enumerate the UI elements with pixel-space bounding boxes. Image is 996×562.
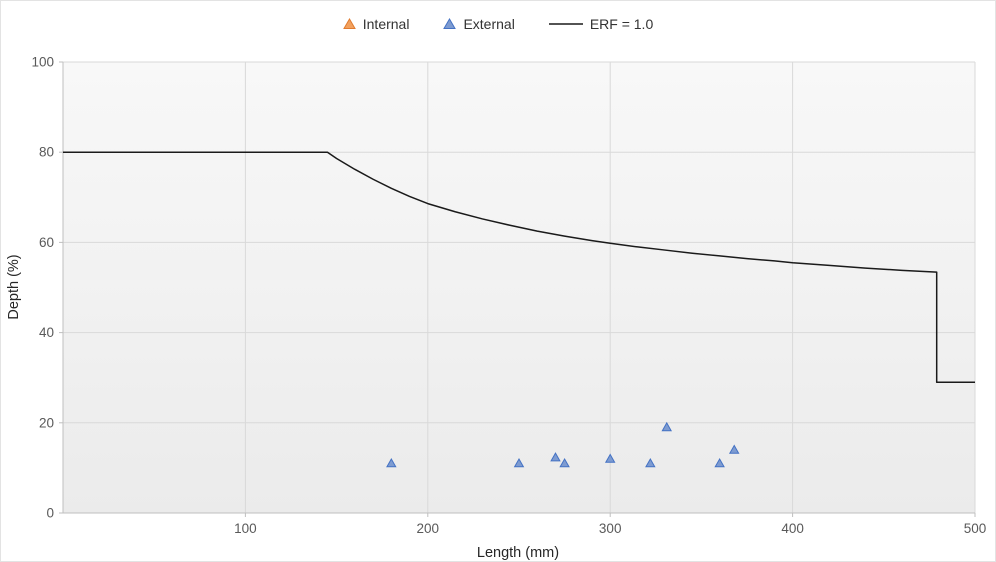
x-tick-label: 300: [599, 521, 622, 536]
y-tick-label: 100: [31, 55, 54, 70]
x-tick-label: 100: [234, 521, 257, 536]
data-point-marker: [714, 457, 725, 468]
data-point-marker: [550, 452, 561, 462]
x-axis-title: Length (mm): [477, 545, 559, 561]
data-point-marker: [513, 457, 525, 468]
y-tick-label: 20: [39, 415, 54, 430]
legend-item-internal: Internal: [342, 16, 410, 32]
plot-area: 100 200 300 400 500 0 20 40 60 80 100: [31, 55, 986, 537]
data-point-marker: [728, 444, 740, 454]
y-tick-label: 60: [39, 235, 54, 250]
gridlines: [63, 61, 976, 513]
internal-triangle-icon: [342, 18, 356, 29]
erf-line-icon: [548, 23, 583, 25]
data-point-marker: [661, 421, 673, 432]
data-point-marker: [559, 457, 570, 468]
x-tick-label: 200: [417, 521, 440, 536]
legend-label-internal: Internal: [362, 16, 410, 32]
legend-label-erf: ERF = 1.0: [589, 16, 654, 32]
legend-label-external: External: [463, 16, 515, 32]
x-tick-label: 500: [964, 521, 987, 536]
legend-item-erf: ERF = 1.0: [548, 16, 654, 32]
legend: Internal External ERF = 1.0: [1, 1, 995, 41]
tick-labels: 100 200 300 400 500 0 20 40 60 80 100: [31, 55, 986, 537]
legend-item-external: External: [443, 16, 515, 32]
y-axis-title: Depth (%): [6, 254, 22, 319]
series-external: [386, 421, 740, 468]
x-tick-label: 400: [781, 521, 804, 536]
data-point-marker: [386, 457, 397, 468]
axes: [62, 62, 975, 514]
data-point-marker: [604, 453, 616, 463]
series-erf-1-0: [63, 151, 975, 383]
external-triangle-icon: [443, 18, 457, 29]
data-point-marker: [645, 457, 656, 468]
y-tick-label: 80: [39, 145, 54, 160]
y-tick-label: 0: [46, 506, 54, 521]
y-tick-label: 40: [39, 325, 54, 340]
